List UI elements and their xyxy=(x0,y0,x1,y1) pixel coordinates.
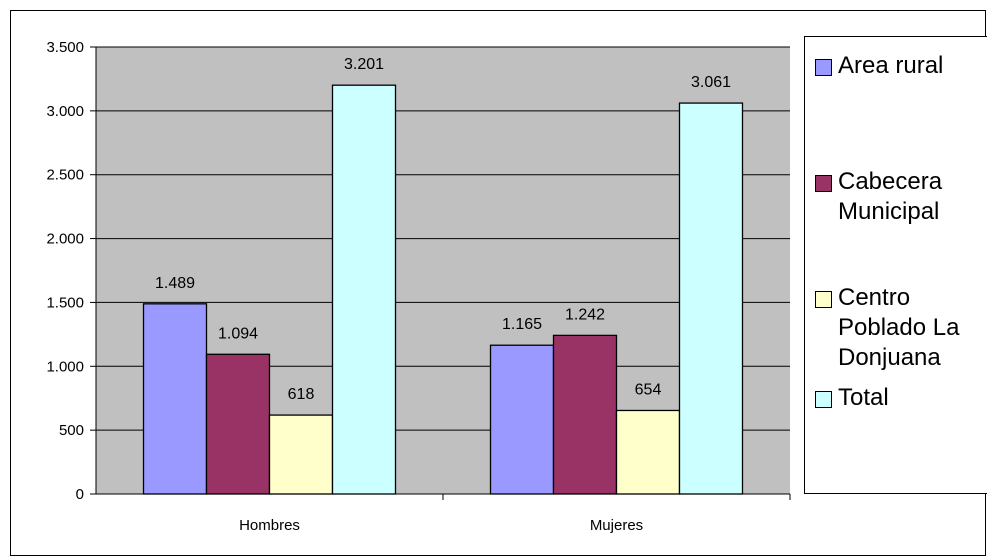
legend-label: Cabecera Municipal xyxy=(838,168,943,225)
data-label: 1.242 xyxy=(565,306,605,323)
y-tick-label: 0 xyxy=(76,486,84,503)
y-tick-label: 3.000 xyxy=(46,103,84,120)
bar xyxy=(268,414,334,495)
legend-item-area-rural: Area rural xyxy=(815,51,943,81)
y-tick-label: 1.000 xyxy=(46,358,84,375)
legend-swatch-area-rural xyxy=(815,59,832,76)
bar xyxy=(678,102,744,495)
bar xyxy=(331,84,397,495)
chart-legend: Area rural Cabecera Municipal Centro Pob… xyxy=(804,36,987,494)
legend-label: Centro Poblado La Donjuana xyxy=(838,284,960,371)
legend-label: Area rural xyxy=(838,52,944,79)
data-label: 3.061 xyxy=(691,74,731,91)
y-tick-label: 1.500 xyxy=(46,294,84,311)
y-tick-label: 2.500 xyxy=(46,167,84,184)
bar xyxy=(142,303,208,495)
data-label: 1.094 xyxy=(218,325,258,342)
data-label: 3.201 xyxy=(344,56,384,73)
x-tick-label: Hombres xyxy=(239,517,300,534)
legend-item-centro-poblado: Centro Poblado La Donjuana xyxy=(815,283,959,373)
bar xyxy=(205,353,271,495)
y-tick-label: 3.500 xyxy=(46,39,84,56)
legend-item-total: Total xyxy=(815,383,889,413)
data-label: 654 xyxy=(635,381,662,398)
data-label: 1.489 xyxy=(155,275,195,292)
data-label: 1.165 xyxy=(502,316,542,333)
bar xyxy=(615,409,681,495)
legend-swatch-centro-poblado xyxy=(815,291,832,308)
y-tick-label: 2.000 xyxy=(46,231,84,248)
legend-swatch-cabecera-municipal xyxy=(815,175,832,192)
bar xyxy=(552,334,618,495)
legend-label: Total xyxy=(838,384,889,411)
x-tick-label: Mujeres xyxy=(590,517,643,534)
legend-item-cabecera-municipal: Cabecera Municipal xyxy=(815,167,942,227)
y-tick-label: 500 xyxy=(59,422,84,439)
data-label: 618 xyxy=(288,386,315,403)
bar xyxy=(489,344,555,495)
legend-swatch-total xyxy=(815,391,832,408)
